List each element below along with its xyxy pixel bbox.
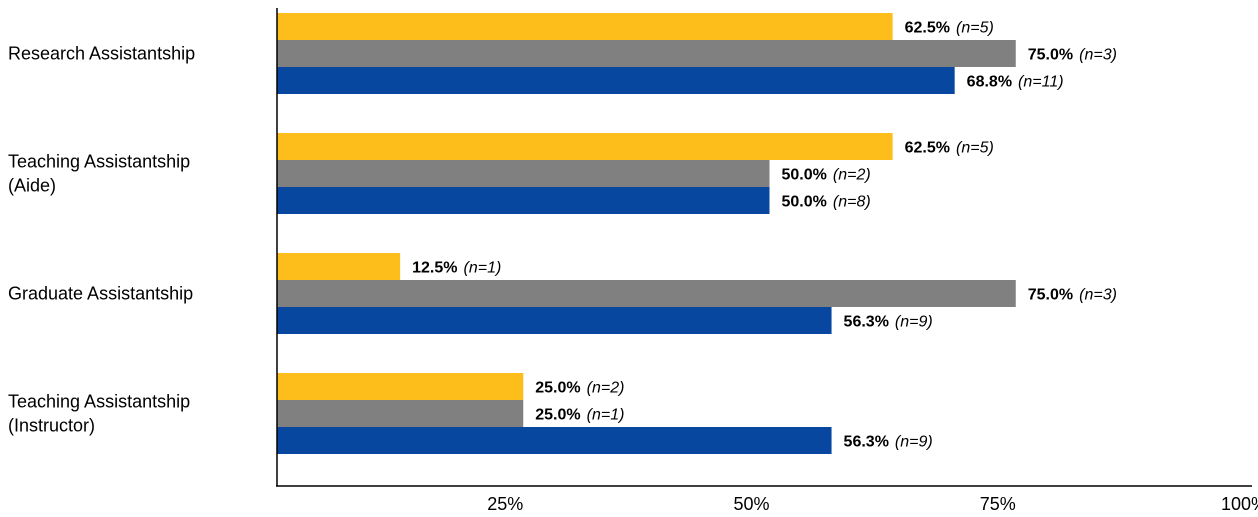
data-label: 75.0% (n=3) — [1028, 287, 1117, 304]
bar — [277, 427, 832, 454]
category-label: Teaching Assistantship — [8, 152, 190, 172]
bar — [277, 187, 770, 214]
x-tick-label: 100% — [1221, 494, 1258, 514]
bar — [277, 13, 893, 40]
data-label-percent: 75.0% — [1028, 47, 1073, 64]
bar — [277, 160, 770, 187]
category-label: Research Assistantship — [8, 44, 195, 64]
bar — [277, 133, 893, 160]
x-tick-labels: 25% 50% 75% 100% — [487, 494, 1258, 514]
value-labels: 62.5% (n=5) 62.5% (n=5) 12.5% (n=1) 25.0% (n=2)… — [412, 20, 1117, 451]
category-labels: Research Assistantship Teaching Assistant… — [8, 44, 195, 436]
x-tick-label: 50% — [733, 494, 769, 514]
data-label-count: (n=11) — [1018, 74, 1064, 91]
category-label: (Aide) — [8, 176, 56, 196]
data-label-percent: 25.0% — [535, 380, 580, 397]
category-label: Graduate Assistantship — [8, 284, 193, 304]
data-label: 62.5% (n=5) — [905, 20, 994, 37]
data-label-percent: 75.0% — [1028, 287, 1073, 304]
bar — [277, 67, 955, 94]
bar — [277, 280, 1016, 307]
data-label: 68.8% (n=11) — [967, 74, 1064, 91]
data-label-percent: 56.3% — [844, 314, 889, 331]
x-tick-label: 25% — [487, 494, 523, 514]
data-label-count: (n=9) — [895, 434, 933, 451]
data-label-count: (n=8) — [833, 194, 871, 211]
bars — [277, 13, 1016, 454]
data-label-percent: 56.3% — [844, 434, 889, 451]
data-label-count: (n=9) — [895, 314, 933, 331]
data-label-count: (n=1) — [587, 407, 625, 424]
bar — [277, 373, 524, 400]
data-label-percent: 25.0% — [535, 407, 580, 424]
bar — [277, 400, 524, 427]
data-label: 25.0% (n=1) — [535, 407, 624, 424]
data-label: 12.5% (n=1) — [412, 260, 501, 277]
data-label: 56.3% (n=9) — [844, 434, 933, 451]
bar — [277, 40, 1016, 67]
data-label: 56.3% (n=9) — [844, 314, 933, 331]
data-label-percent: 12.5% — [412, 260, 457, 277]
category-label: (Instructor) — [8, 416, 95, 436]
data-label: 25.0% (n=2) — [535, 380, 624, 397]
data-label-count: (n=2) — [833, 167, 871, 184]
bar — [277, 307, 832, 334]
data-label-count: (n=3) — [1079, 287, 1117, 304]
data-label: 50.0% (n=8) — [782, 194, 871, 211]
data-label: 75.0% (n=3) — [1028, 47, 1117, 64]
data-label-count: (n=2) — [587, 380, 625, 397]
data-label-count: (n=1) — [464, 260, 502, 277]
category-label: Teaching Assistantship — [8, 392, 190, 412]
data-label: 62.5% (n=5) — [905, 140, 994, 157]
data-label-count: (n=3) — [1079, 47, 1117, 64]
data-label-percent: 62.5% — [905, 140, 950, 157]
data-label-percent: 50.0% — [782, 194, 827, 211]
data-label-percent: 50.0% — [782, 167, 827, 184]
data-label-percent: 62.5% — [905, 20, 950, 37]
bar — [277, 253, 401, 280]
data-label-count: (n=5) — [956, 140, 994, 157]
data-label-count: (n=5) — [956, 20, 994, 37]
data-label: 50.0% (n=2) — [782, 167, 871, 184]
x-tick-label: 75% — [980, 494, 1016, 514]
data-label-percent: 68.8% — [967, 74, 1012, 91]
